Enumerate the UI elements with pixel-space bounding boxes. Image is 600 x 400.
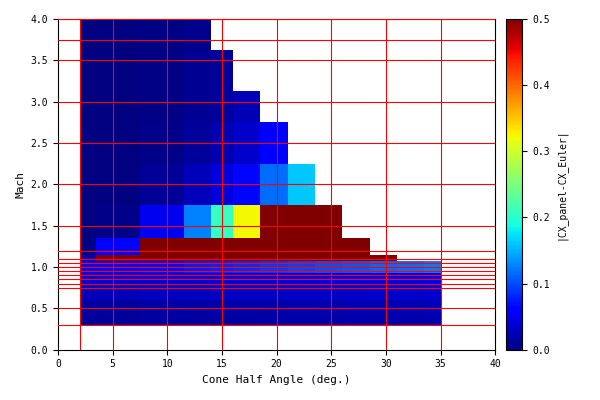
X-axis label: Cone Half Angle (deg.): Cone Half Angle (deg.) (202, 375, 351, 385)
Y-axis label: |CX_panel-CX_Euler|: |CX_panel-CX_Euler| (556, 128, 566, 240)
Y-axis label: Mach: Mach (15, 171, 25, 198)
